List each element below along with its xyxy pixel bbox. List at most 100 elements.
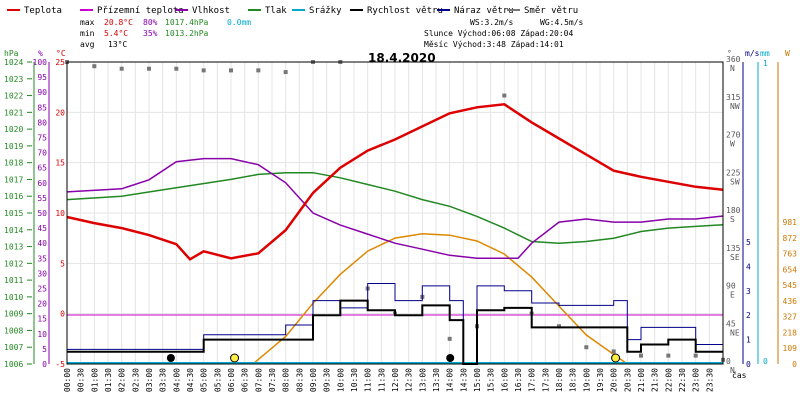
pct-tick-label: 95: [37, 73, 47, 82]
x-tick-label: 06:00: [227, 368, 236, 392]
x-tick-label: 23:00: [692, 368, 701, 392]
pct-tick-label: 40: [37, 239, 47, 248]
wind-direction-point: [447, 336, 452, 341]
hpa-tick-label: 1023: [4, 75, 23, 84]
x-tick-label: 23:30: [705, 368, 714, 392]
dir-name-label: S: [730, 215, 735, 224]
wind-direction-point: [174, 66, 179, 71]
pct-tick-label: 65: [37, 164, 47, 173]
x-tick-label: 03:30: [159, 368, 168, 392]
legend-label-wind-gust: Náraz větru: [454, 6, 514, 16]
mm-tick-label: 0: [763, 357, 768, 366]
summary-max-press: 1017.4hPa: [165, 18, 209, 27]
pct-tick-label: 25: [37, 285, 47, 294]
x-tick-label: 18:30: [569, 368, 578, 392]
dir-name-label: N: [730, 366, 735, 375]
pct-tick-label: 75: [37, 134, 47, 143]
hpa-tick-label: 1013: [4, 243, 23, 252]
pct-tick-label: 0: [42, 360, 47, 369]
hpa-tick-label: 1016: [4, 192, 23, 201]
summary-min-press: 1013.2hPa: [165, 29, 209, 38]
w-tick-label: 872: [783, 234, 798, 243]
x-tick-label: 21:00: [637, 368, 646, 392]
wind-direction-point: [639, 353, 643, 358]
humidity-line: [66, 157, 724, 260]
summary-min-label: min: [80, 29, 95, 38]
info-moon: Měsíc Východ:3:48 Západ:14:01: [424, 40, 564, 49]
x-tick-label: 08:30: [295, 368, 304, 392]
ms-tick-label: 3: [746, 287, 751, 296]
w-tick-label: 654: [783, 265, 798, 274]
legend-label-wind-speed: Rychlost větru: [367, 6, 443, 16]
wind-direction-point: [201, 68, 206, 73]
dir-tick-label: 90: [726, 282, 736, 291]
legend-label-humidity: Vlhkost: [192, 6, 230, 16]
wind-direction-point: [693, 353, 698, 358]
ms-tick-label: 0: [746, 360, 751, 369]
summary-min-temp: 5.4°C: [104, 29, 128, 38]
pct-tick-label: 5: [42, 345, 47, 354]
x-tick-label: 13:00: [418, 368, 427, 392]
pct-tick-label: 100: [33, 58, 48, 67]
wind-direction-point: [666, 353, 671, 358]
x-tick-label: 06:30: [241, 368, 250, 392]
axis-title-hpa: hPa: [4, 49, 19, 58]
degc-tick-label: 5: [60, 259, 65, 268]
plot-frame: [66, 61, 724, 365]
x-tick-label: 16:30: [514, 368, 523, 392]
wind-direction-point: [229, 68, 233, 73]
wind-direction-point: [119, 66, 124, 71]
dir-name-label: NW: [730, 102, 740, 111]
x-tick-label: 17:00: [528, 368, 537, 392]
x-tick-label: 02:30: [131, 368, 140, 392]
wind-direction-point: [92, 64, 97, 69]
pressure-line: [66, 171, 724, 244]
x-tick-label: 10:30: [350, 368, 359, 392]
mm-tick-label: 1: [763, 59, 768, 68]
wind-direction-point: [147, 66, 151, 71]
info-sun: Slunce Východ:06:08 Západ:20:04: [424, 29, 573, 38]
solar-radiation-line: [252, 232, 628, 365]
x-tick-label: 00:00: [63, 368, 72, 392]
wind-direction-point: [557, 324, 561, 329]
wind-direction-point: [611, 349, 616, 354]
x-tick-label: 19:30: [596, 368, 605, 392]
x-tick-label: 07:00: [254, 368, 263, 392]
w-tick-label: 545: [783, 281, 798, 290]
x-tick-label: 02:00: [118, 368, 127, 392]
sun-moon-info: WS:3.2m/s WG:4.5m/s Slunce Východ:06:08 …: [424, 18, 584, 49]
x-tick-label: 13:30: [432, 368, 441, 392]
x-tick-label: 09:00: [309, 368, 318, 392]
pct-tick-label: 55: [37, 194, 47, 203]
pct-tick-label: 15: [37, 315, 47, 324]
degc-tick-label: 20: [55, 108, 65, 117]
hpa-tick-label: 1011: [4, 276, 23, 285]
dir-tick-label: 45: [726, 319, 736, 328]
pct-tick-label: 45: [37, 224, 47, 233]
x-tick-label: 16:00: [500, 368, 509, 392]
pct-tick-label: 90: [37, 88, 47, 97]
axis-title-pct: %: [38, 49, 43, 58]
legend: Teplota Přízemní teplota Vlhkost Tlak Sr…: [7, 6, 578, 16]
w-tick-label: 763: [783, 250, 798, 259]
hpa-tick-label: 1018: [4, 159, 23, 168]
summary-max-rain: 0.0mm: [227, 18, 251, 27]
x-tick-label: 20:00: [610, 368, 619, 392]
hpa-tick-label: 1020: [4, 125, 23, 134]
x-tick-label: 04:30: [186, 368, 195, 392]
dir-tick-label: 180: [726, 206, 741, 215]
wind-direction-point: [502, 93, 507, 98]
ms-tick-label: 1: [746, 336, 751, 345]
legend-label-pressure: Tlak: [265, 6, 287, 16]
hpa-tick-label: 1008: [4, 326, 23, 335]
x-tick-label: 22:00: [664, 368, 673, 392]
pct-tick-label: 50: [37, 209, 47, 218]
legend-label-rain: Srážky: [309, 6, 342, 16]
summary-max-hum: 80%: [143, 18, 158, 27]
pct-tick-label: 35: [37, 254, 47, 263]
summary-stats: max 20.8°C 80% 1017.4hPa 0.0mm min 5.4°C…: [80, 18, 251, 49]
hpa-tick-label: 1021: [4, 108, 23, 117]
x-axis-label: čas: [732, 370, 747, 380]
hpa-tick-label: 1017: [4, 175, 23, 184]
sun-marker: [230, 353, 240, 363]
